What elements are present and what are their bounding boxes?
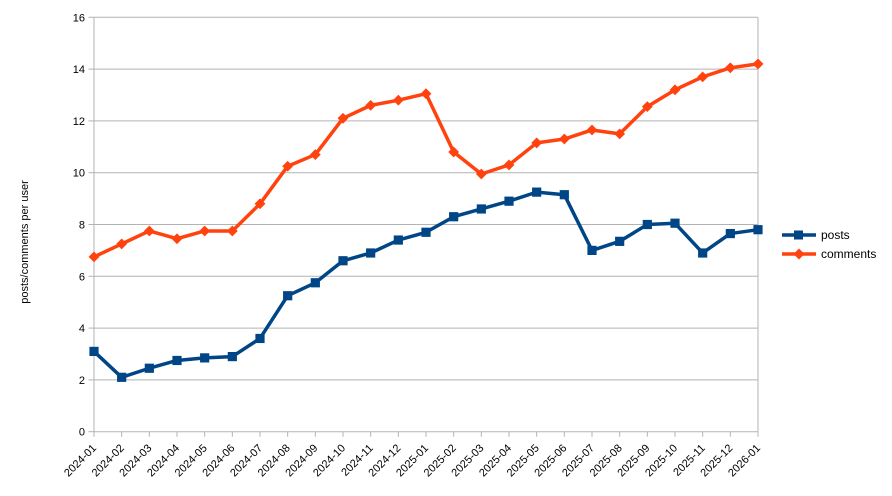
legend-item-comments: comments [782,247,876,261]
comments-data-point [724,62,736,74]
posts-data-point [366,248,376,258]
y-tick-label: 8 [79,220,85,232]
comments-data-point [558,133,570,145]
posts-data-point [393,235,403,245]
posts-data-point [172,355,182,366]
legend-item-posts: posts [782,228,876,242]
posts-data-point [338,256,348,266]
series-posts [89,187,763,382]
posts-data-point [255,333,265,344]
y-tick-label: 6 [79,271,85,283]
comments-data-point [337,112,349,124]
comments-data-point [88,251,100,263]
posts-data-point [89,346,99,357]
posts-data-point [753,225,763,235]
posts-line [92,190,759,380]
comments-data-point [143,225,155,237]
comments-data-point [365,99,377,111]
y-tick-label: 12 [73,116,85,128]
y-axis-title: posts/comments per user [19,180,31,304]
posts-data-point [532,187,542,197]
posts-data-point [587,245,597,255]
comments-data-point [669,84,681,96]
comments-data-point [282,160,294,172]
posts-data-point [283,291,293,301]
posts-data-point [504,196,514,206]
comments-data-point [448,146,460,158]
comments-data-point [586,124,598,136]
posts-data-point [642,219,652,230]
posts-data-point [117,372,127,382]
comments-data-point [503,159,515,171]
comments-data-point [531,137,543,149]
posts-data-point [725,228,735,239]
comments-data-point [614,128,626,140]
posts-data-point [227,351,237,362]
posts-data-point [200,353,210,363]
posts-data-point [670,218,680,228]
comments-data-point [171,233,183,245]
comments-data-point [641,101,653,113]
comments-data-point [392,94,404,106]
posts-data-point [421,227,431,237]
comments-data-point [752,58,764,70]
series-comments [88,58,764,263]
comments-data-point [697,71,709,83]
posts-data-point [698,248,708,258]
legend: posts comments [782,228,876,261]
posts-data-point [449,212,459,222]
posts-legend-marker [782,230,816,240]
comments-data-point [226,225,238,237]
comments-data-point [116,238,128,250]
y-tick-label: 16 [73,12,85,24]
y-tick-label: 4 [79,323,85,335]
y-tick-label: 10 [73,168,85,180]
y-tick-label: 14 [73,64,85,76]
y-tick-label: 0 [79,427,85,439]
comments-data-point [420,88,432,100]
comments-data-point [199,225,211,237]
posts-data-point [144,363,154,373]
posts-data-point [615,236,625,246]
posts-data-point [559,190,569,200]
comments-legend-marker [782,248,816,260]
comments-data-point [475,168,487,180]
comments-data-point [309,149,321,160]
y-tick-label: 2 [79,375,85,387]
legend-label-comments: comments [821,247,877,261]
comments-data-point [254,198,266,210]
posts-data-point [310,278,320,288]
posts-data-point [476,204,486,214]
legend-label-posts: posts [821,228,850,242]
